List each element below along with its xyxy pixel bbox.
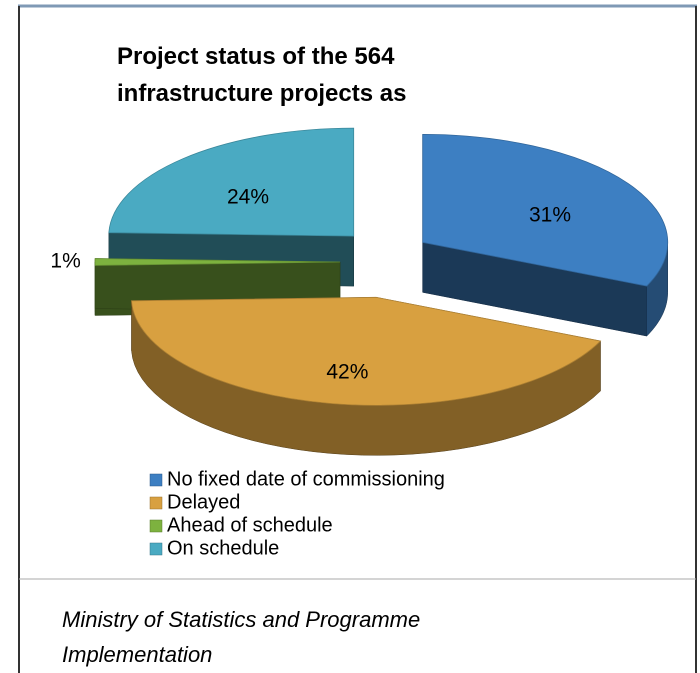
slice [131,296,602,456]
data-label: 1% [50,250,80,273]
data-label: 24% [227,186,269,209]
legend-swatch [149,496,163,510]
chart-title: Project status of the 564 infrastructure… [117,43,407,107]
legend-swatch [149,473,163,487]
data-label: 42% [326,361,368,384]
slice [422,133,669,337]
slice-top [108,127,355,237]
legend-swatch [149,519,163,533]
legend-label: Delayed [167,491,240,513]
pie: 24% 31% 1% 42% [50,127,669,456]
legend-label: Ahead of schedule [167,514,333,536]
legend-swatch [149,542,163,556]
slice-top [131,296,602,406]
legend-label: On schedule [167,537,279,559]
slice-top [94,258,341,266]
slice-top [422,133,669,287]
data-label: 31% [529,203,571,226]
legend: No fixed date of commissioningDelayedAhe… [149,468,445,559]
legend-label: No fixed date of commissioning [167,468,445,490]
source-note: Ministry of Statistics and Programme Imp… [62,607,421,667]
